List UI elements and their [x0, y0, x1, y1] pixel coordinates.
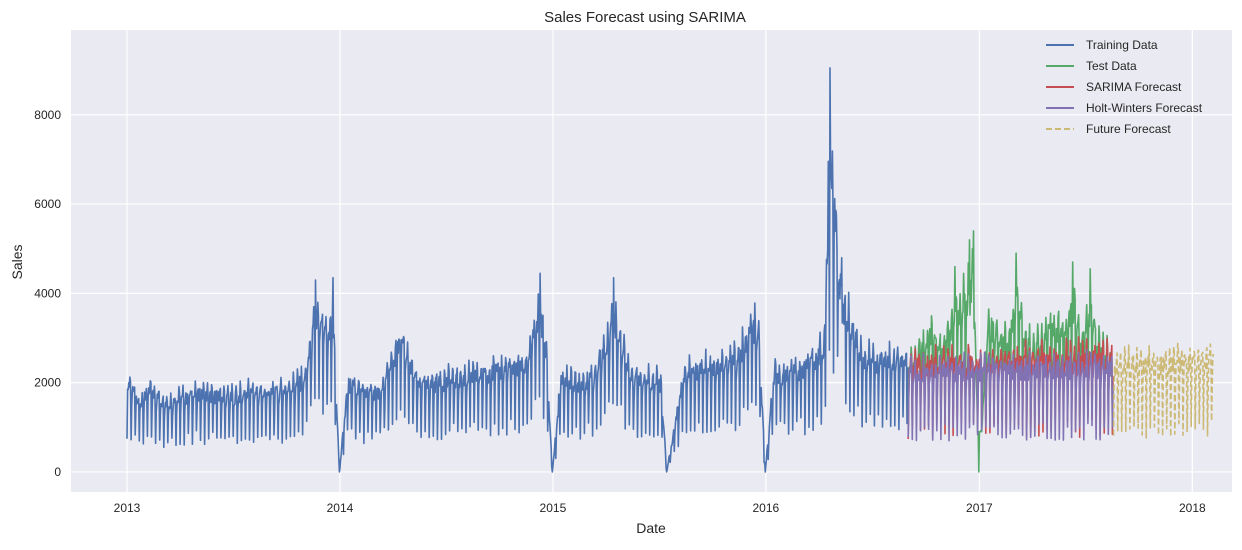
- y-tick-label: 8000: [34, 108, 61, 122]
- x-tick-label: 2013: [114, 501, 141, 515]
- chart-title: Sales Forecast using SARIMA: [544, 9, 746, 26]
- legend-item-label: SARIMA Forecast: [1086, 80, 1182, 94]
- legend-item-label: Training Data: [1086, 38, 1158, 52]
- y-tick-label: 0: [54, 465, 61, 479]
- legend-item-label: Holt-Winters Forecast: [1086, 101, 1203, 115]
- x-tick-label: 2014: [327, 501, 354, 515]
- series-line-training-data: [126, 67, 909, 473]
- x-tick-label: 2015: [540, 501, 567, 515]
- y-tick-label: 6000: [34, 197, 61, 211]
- legend: Training Data Test Data SARIMA Forecast Hol…: [1046, 38, 1203, 136]
- legend-item-label: Test Data: [1086, 59, 1137, 73]
- x-tick-label: 2016: [752, 501, 779, 515]
- x-tick-label: 2018: [1179, 501, 1206, 515]
- series-line-holt-winters-forecast: [907, 348, 1114, 442]
- x-tick-label: 2017: [966, 501, 993, 515]
- y-tick-label: 2000: [34, 376, 61, 390]
- y-axis-label: Sales: [9, 244, 25, 279]
- legend-item-label: Future Forecast: [1086, 122, 1171, 136]
- x-axis-label: Date: [636, 520, 666, 536]
- series-line-future-forecast: [1112, 342, 1215, 440]
- y-tick-label: 4000: [34, 286, 61, 300]
